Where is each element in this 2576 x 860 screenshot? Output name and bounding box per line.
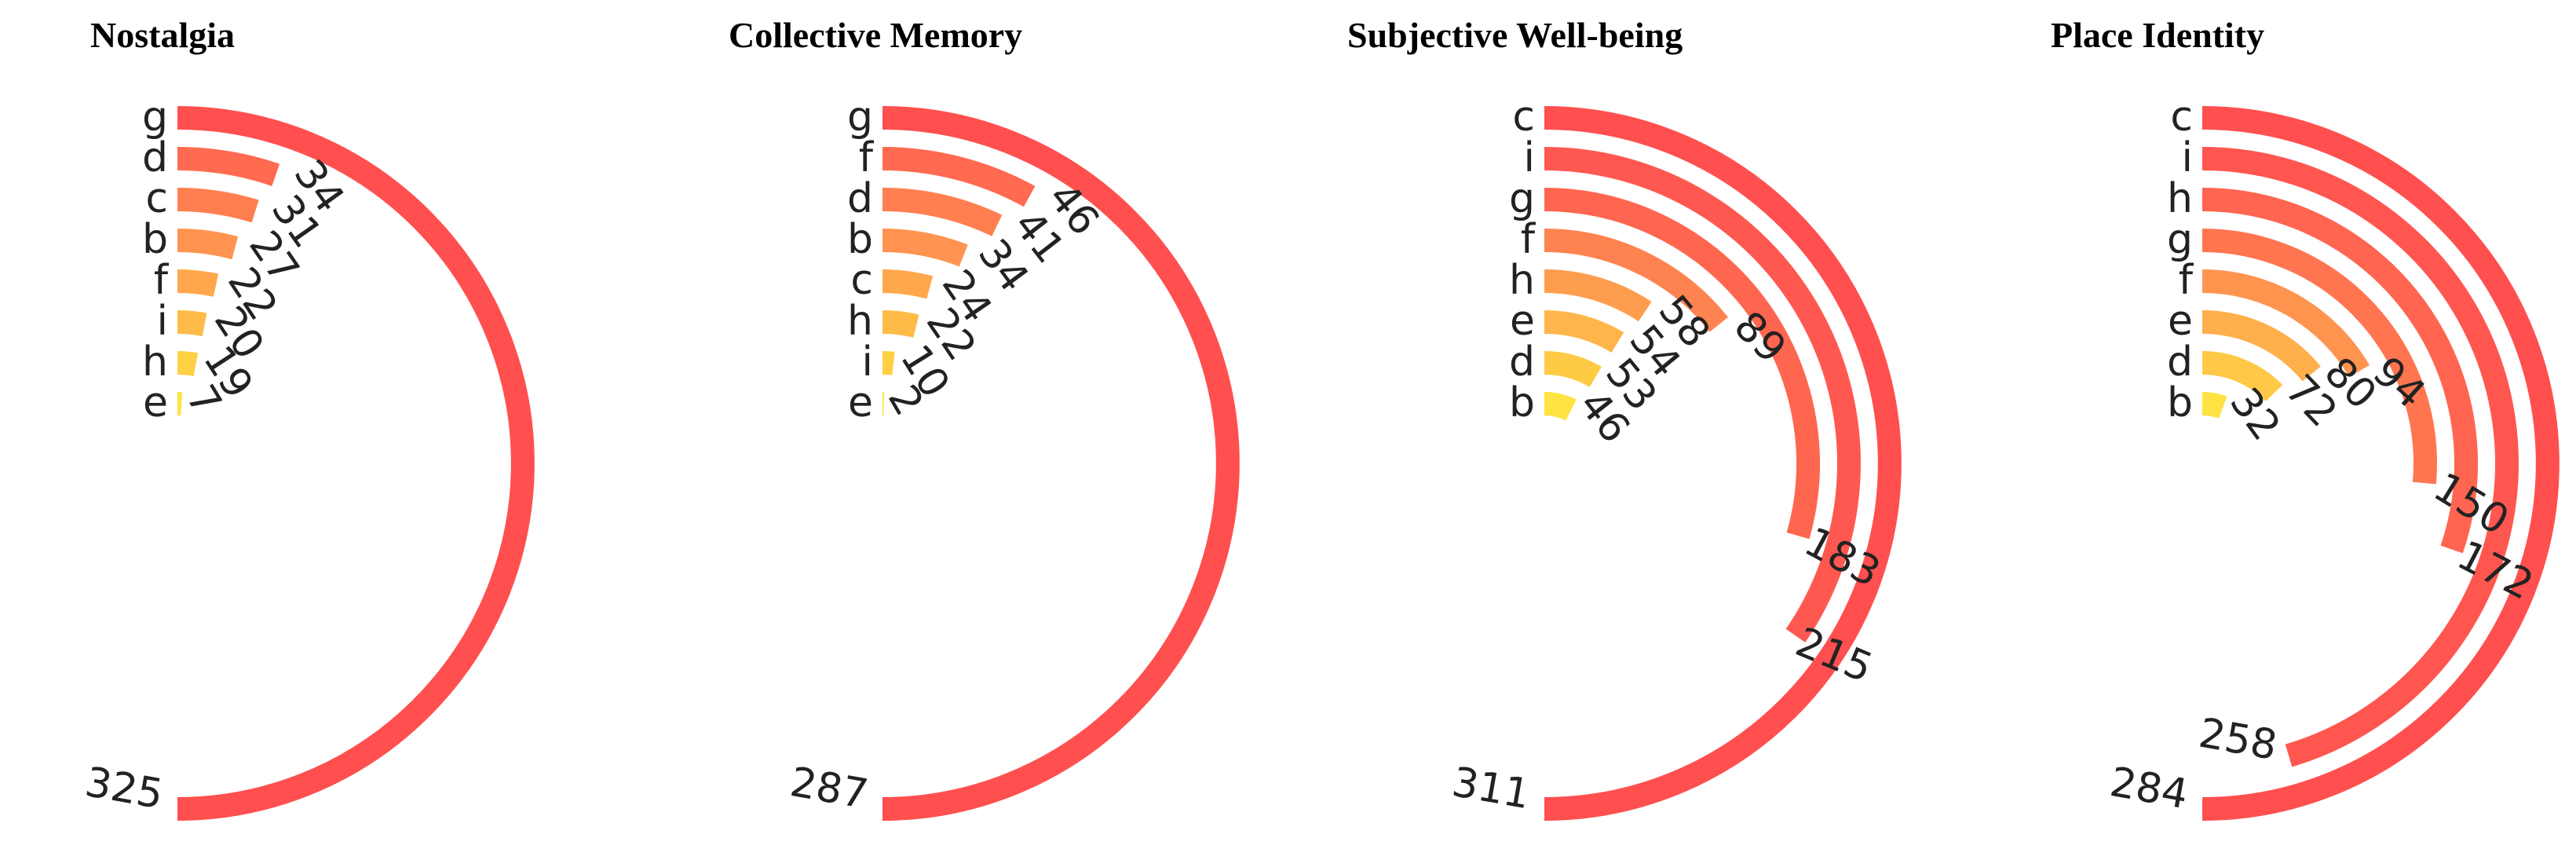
category-label: f <box>859 134 875 181</box>
category-label: h <box>2167 175 2193 222</box>
category-label: b <box>1509 379 1535 426</box>
value-label: 258 <box>2195 710 2280 770</box>
bar <box>2201 269 2370 378</box>
value-label: 287 <box>787 759 871 818</box>
bar <box>882 310 919 338</box>
category-label: h <box>142 339 168 386</box>
bar <box>2201 310 2321 382</box>
category-label: c <box>850 257 873 304</box>
bar <box>1544 188 1820 540</box>
category-label: h <box>1509 257 1535 304</box>
category-label: b <box>2167 379 2193 426</box>
category-label: i <box>2182 134 2193 181</box>
value-label: 311 <box>1449 759 1533 818</box>
bar <box>1544 351 1602 388</box>
category-label: e <box>848 379 873 426</box>
category-label: f <box>1521 216 1536 263</box>
bar <box>177 106 535 821</box>
bar <box>882 229 968 267</box>
category-label: i <box>1524 134 1535 181</box>
bar <box>1544 392 1577 421</box>
bar <box>2201 392 2227 419</box>
category-label: f <box>154 257 170 304</box>
chart-title: Collective Memory <box>729 15 1022 55</box>
bar <box>177 188 259 223</box>
category-label: g <box>142 93 168 141</box>
bar <box>2201 188 2478 554</box>
category-label: e <box>1510 298 1535 345</box>
category-label: d <box>142 134 168 181</box>
bar <box>882 351 895 375</box>
bar <box>1544 106 1902 821</box>
bar <box>882 188 1003 236</box>
bar <box>2201 229 2437 485</box>
bar <box>2201 351 2283 402</box>
bar <box>177 351 199 376</box>
category-label: c <box>2170 93 2193 141</box>
category-label: c <box>1512 93 1535 141</box>
category-label: d <box>1509 339 1535 386</box>
category-label: i <box>862 339 873 386</box>
category-label: g <box>847 93 873 141</box>
category-label: e <box>143 379 168 426</box>
category-label: d <box>2167 339 2193 386</box>
bar <box>1544 269 1652 322</box>
bar <box>1544 229 1729 332</box>
bar <box>1544 147 1861 642</box>
category-label: i <box>157 298 168 345</box>
chart-title: Nostalgia <box>90 15 235 55</box>
chart-title: Subjective Well-being <box>1347 15 1683 55</box>
category-label: b <box>142 216 168 263</box>
category-label: d <box>847 175 873 222</box>
category-label: g <box>2167 216 2193 263</box>
category-label: e <box>2168 298 2193 345</box>
bar <box>177 147 280 187</box>
bar <box>177 269 219 297</box>
category-label: f <box>2179 257 2194 304</box>
value-label: 284 <box>2106 759 2191 818</box>
category-label: g <box>1509 175 1535 222</box>
chart-title: Place Identity <box>2051 15 2264 55</box>
bar <box>882 147 1036 207</box>
bar <box>177 229 239 260</box>
category-label: c <box>145 175 168 222</box>
bar <box>177 310 207 337</box>
value-label: 32 <box>2220 379 2289 449</box>
bar <box>2201 106 2560 821</box>
bar <box>882 106 1240 821</box>
category-label: b <box>847 216 873 263</box>
bar <box>882 269 934 299</box>
bar <box>2201 147 2519 767</box>
bar <box>1544 310 1624 353</box>
value-label: 325 <box>82 759 166 818</box>
category-label: h <box>847 298 873 345</box>
